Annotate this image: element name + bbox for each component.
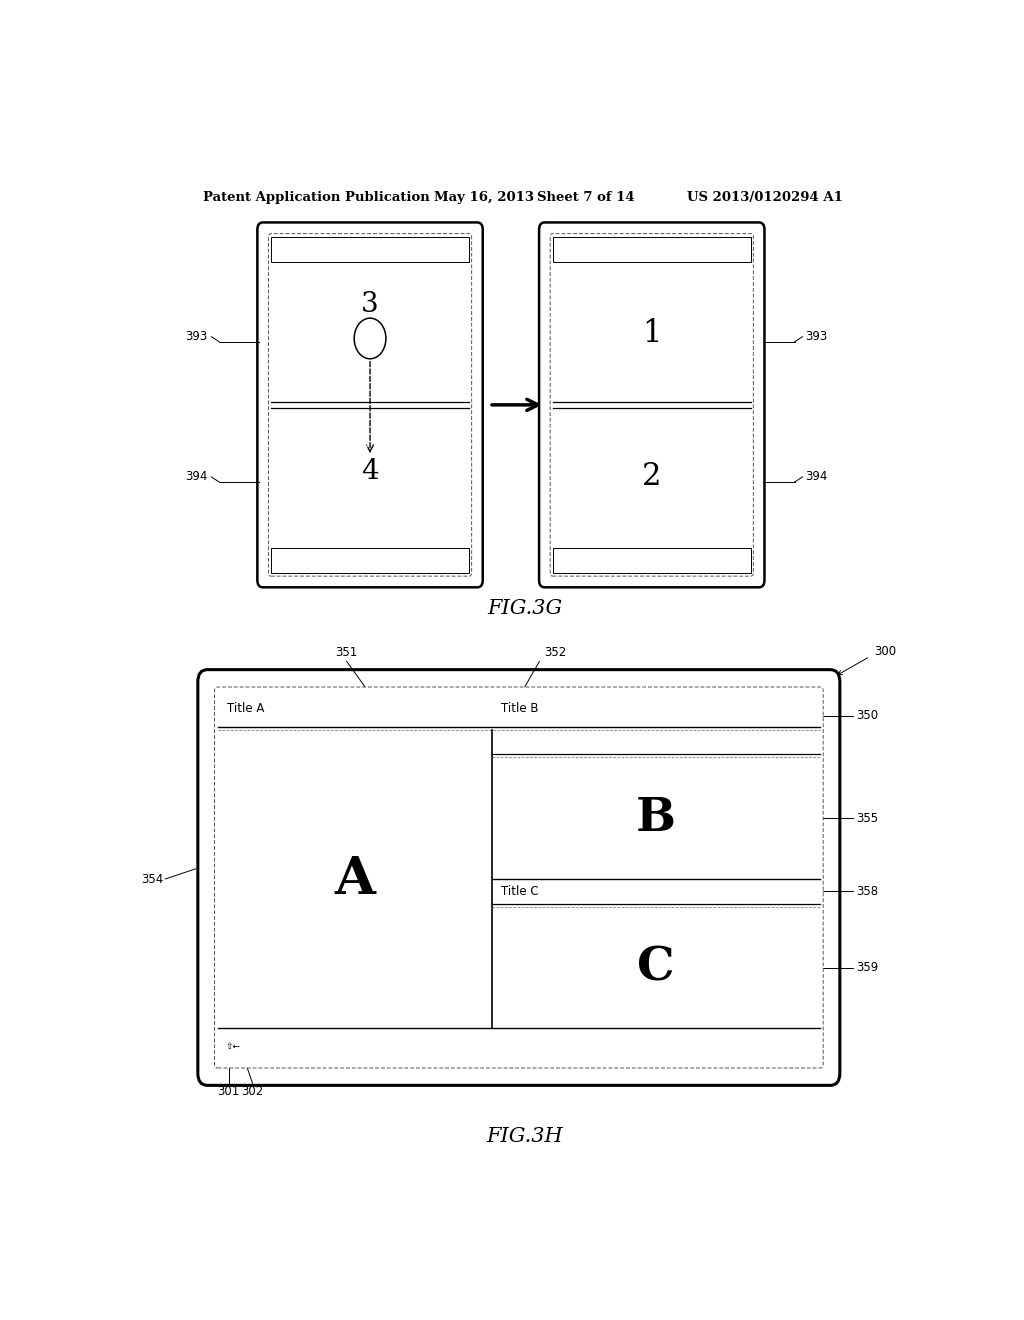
Text: FIG.3G: FIG.3G bbox=[487, 599, 562, 618]
Text: 394: 394 bbox=[185, 470, 207, 483]
Text: Sheet 7 of 14: Sheet 7 of 14 bbox=[537, 190, 634, 203]
Text: A: A bbox=[334, 854, 375, 904]
Text: ⇧←: ⇧← bbox=[225, 1041, 241, 1051]
FancyBboxPatch shape bbox=[550, 234, 754, 576]
Text: Patent Application Publication: Patent Application Publication bbox=[204, 190, 430, 203]
FancyBboxPatch shape bbox=[257, 223, 482, 587]
Text: 359: 359 bbox=[856, 961, 878, 974]
FancyBboxPatch shape bbox=[268, 234, 472, 576]
Text: FIG.3H: FIG.3H bbox=[486, 1127, 563, 1146]
Text: 300: 300 bbox=[874, 645, 896, 657]
Bar bbox=[270, 236, 469, 261]
FancyBboxPatch shape bbox=[198, 669, 840, 1085]
Text: B: B bbox=[636, 795, 676, 841]
Text: 301: 301 bbox=[218, 1085, 240, 1098]
Text: 352: 352 bbox=[544, 647, 566, 660]
Text: 354: 354 bbox=[141, 873, 164, 886]
FancyBboxPatch shape bbox=[214, 686, 823, 1068]
Text: 351: 351 bbox=[336, 647, 358, 660]
Text: 393: 393 bbox=[805, 330, 827, 343]
Bar bbox=[553, 236, 751, 261]
Text: Title A: Title A bbox=[227, 702, 264, 715]
Text: Title B: Title B bbox=[502, 702, 539, 715]
Text: ⇧←: ⇧← bbox=[278, 556, 290, 565]
Text: May 16, 2013: May 16, 2013 bbox=[433, 190, 534, 203]
Text: 1: 1 bbox=[642, 318, 662, 348]
Text: 358: 358 bbox=[856, 884, 878, 898]
Text: US 2013/0120294 A1: US 2013/0120294 A1 bbox=[687, 190, 844, 203]
Bar bbox=[270, 548, 469, 573]
Text: 355: 355 bbox=[856, 812, 878, 825]
Text: 393: 393 bbox=[185, 330, 207, 343]
Text: 302: 302 bbox=[242, 1085, 264, 1098]
Text: 350: 350 bbox=[856, 709, 878, 722]
Text: C: C bbox=[637, 945, 675, 991]
FancyBboxPatch shape bbox=[539, 223, 765, 587]
Text: 2: 2 bbox=[642, 461, 662, 492]
Bar bbox=[553, 548, 751, 573]
Text: 4: 4 bbox=[361, 458, 379, 484]
Text: 3: 3 bbox=[361, 292, 379, 318]
Text: Title C: Title C bbox=[502, 884, 539, 898]
Text: 394: 394 bbox=[805, 470, 827, 483]
Text: ⇧←: ⇧← bbox=[559, 556, 571, 565]
